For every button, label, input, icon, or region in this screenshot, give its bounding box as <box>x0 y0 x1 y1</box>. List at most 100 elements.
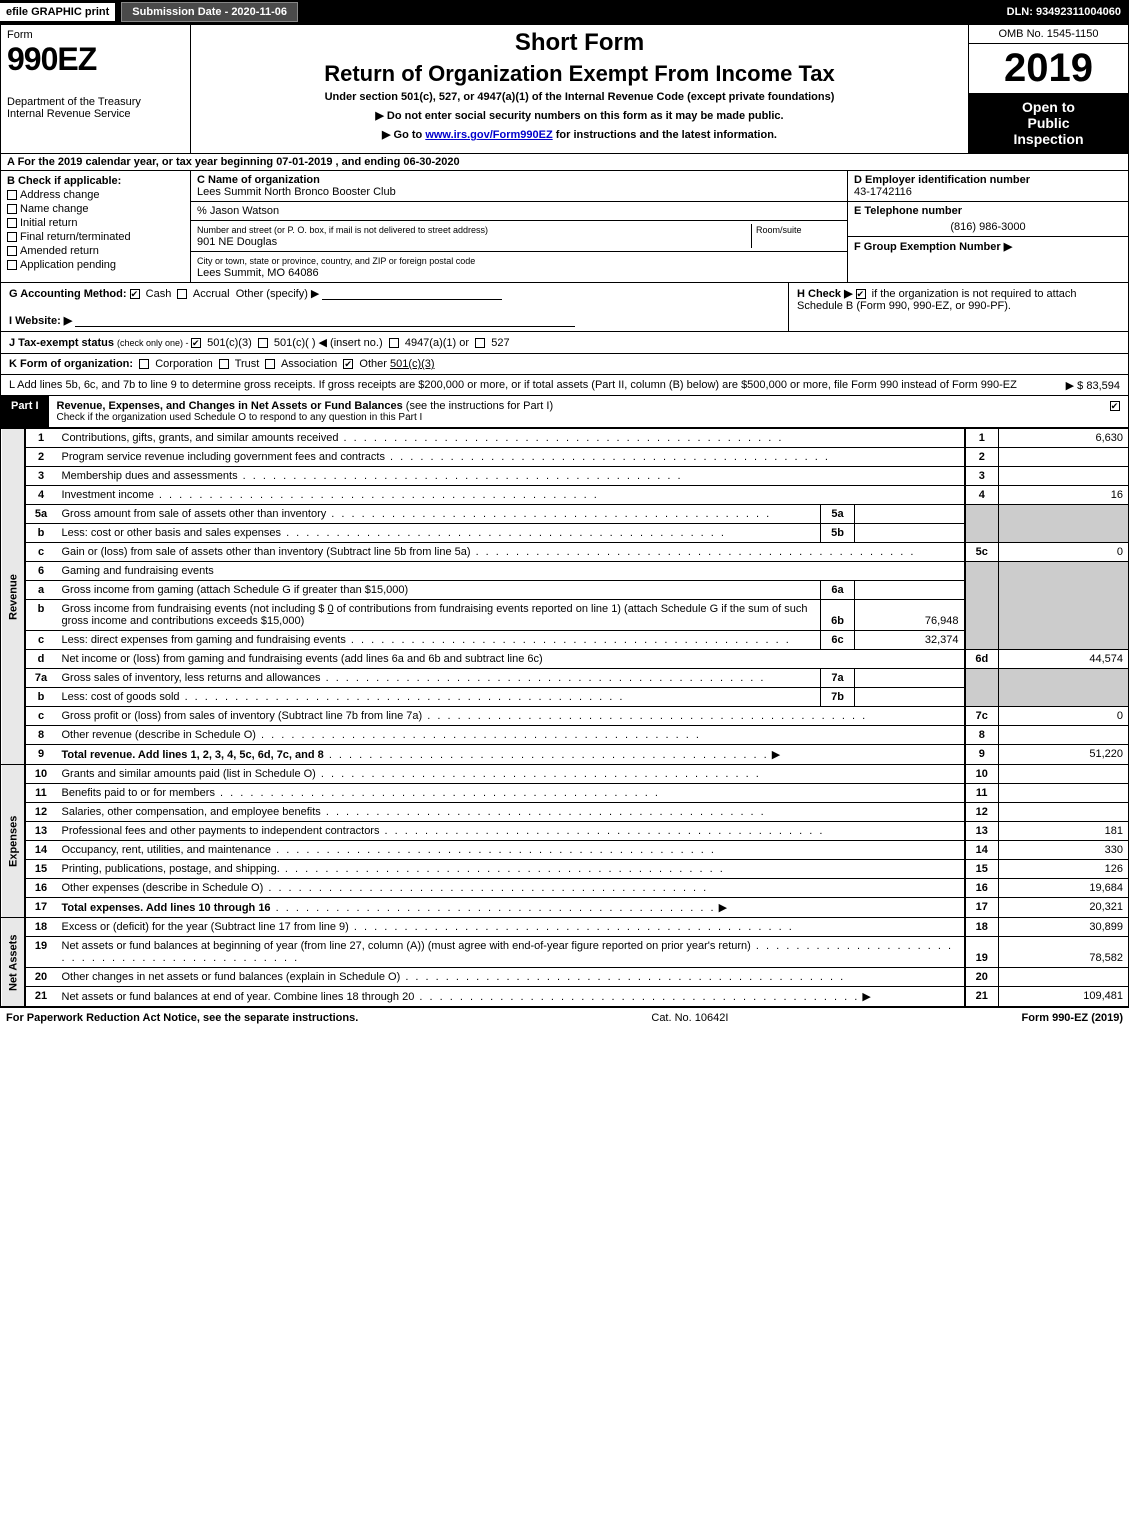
line-6c-value: 32,374 <box>855 631 965 650</box>
label-e-phone: E Telephone number <box>854 205 962 217</box>
tax-year: 2019 <box>969 44 1128 93</box>
label-i-website: I Website: ▶ <box>9 315 72 327</box>
city-value: Lees Summit, MO 64086 <box>197 267 319 279</box>
form-number: 990EZ <box>7 41 184 78</box>
line-20-value <box>999 968 1129 987</box>
omb-number: OMB No. 1545-1150 <box>969 25 1128 44</box>
chk-527[interactable] <box>475 338 485 348</box>
line-8-value <box>999 726 1129 745</box>
street-label: Number and street (or P. O. box, if mail… <box>197 225 488 235</box>
chk-schedule-b[interactable] <box>856 289 866 299</box>
side-label-expenses: Expenses <box>1 765 25 918</box>
chk-accrual[interactable] <box>177 289 187 299</box>
short-form-title: Short Form <box>199 29 960 57</box>
goto-pre: ▶ Go to <box>382 129 425 141</box>
goto-instruction: ▶ Go to www.irs.gov/Form990EZ for instru… <box>199 128 960 141</box>
dept-treasury: Department of the Treasury <box>7 96 184 108</box>
city-label: City or town, state or province, country… <box>197 256 475 266</box>
label-f-group: F Group Exemption Number ▶ <box>854 241 1012 253</box>
chk-final-return[interactable]: Final return/terminated <box>7 231 184 243</box>
line-13-value: 181 <box>999 822 1129 841</box>
row-k: K Form of organization: Corporation Trus… <box>0 354 1129 375</box>
row-ghi: G Accounting Method: Cash Accrual Other … <box>0 283 1129 332</box>
label-d-ein: D Employer identification number <box>854 174 1030 186</box>
footer-form-ref: Form 990-EZ (2019) <box>1022 1012 1123 1024</box>
line-19-value: 78,582 <box>999 937 1129 968</box>
line-16-value: 19,684 <box>999 879 1129 898</box>
line-7c-value: 0 <box>999 707 1129 726</box>
chk-cash[interactable] <box>130 289 140 299</box>
line-5a-value <box>855 505 965 524</box>
chk-4947[interactable] <box>389 338 399 348</box>
dept-irs: Internal Revenue Service <box>7 108 184 120</box>
efile-print-label[interactable]: efile GRAPHIC print <box>0 3 115 21</box>
open-line3: Inspection <box>973 131 1124 147</box>
row-g: G Accounting Method: Cash Accrual Other … <box>9 287 780 300</box>
line-11-value <box>999 784 1129 803</box>
form-header: Form 990EZ Department of the Treasury In… <box>0 24 1129 154</box>
chk-name-change[interactable]: Name change <box>7 203 184 215</box>
irs-link[interactable]: www.irs.gov/Form990EZ <box>425 129 552 141</box>
row-a-tax-year: A For the 2019 calendar year, or tax yea… <box>0 154 1129 171</box>
row-l: L Add lines 5b, 6c, and 7b to line 9 to … <box>0 375 1129 396</box>
dln-label: DLN: 93492311004060 <box>1007 6 1129 18</box>
label-c-name: C Name of organization <box>197 174 320 186</box>
part-1-checkbox[interactable] <box>1104 396 1128 427</box>
open-line2: Public <box>973 115 1124 131</box>
line-6d-value: 44,574 <box>999 650 1129 669</box>
street-value: 901 NE Douglas <box>197 236 277 248</box>
part-1-table: Revenue 1 Contributions, gifts, grants, … <box>0 428 1129 1007</box>
line-5c-value: 0 <box>999 543 1129 562</box>
form-word: Form <box>7 29 184 41</box>
line-1-value: 6,630 <box>999 429 1129 448</box>
line-6a-value <box>855 581 965 600</box>
header-center: Short Form Return of Organization Exempt… <box>191 25 968 153</box>
chk-application-pending[interactable]: Application pending <box>7 259 184 271</box>
line-9-value: 51,220 <box>999 745 1129 765</box>
chk-trust[interactable] <box>219 359 229 369</box>
line-7a-value <box>855 669 965 688</box>
line-7b-value <box>855 688 965 707</box>
other-specify-field[interactable] <box>322 288 502 300</box>
label-k: K Form of organization: <box>9 358 133 370</box>
ein-value: 43-1742116 <box>854 186 912 198</box>
org-name: Lees Summit North Bronco Booster Club <box>197 186 396 198</box>
line-5b-value <box>855 524 965 543</box>
chk-501c3[interactable] <box>191 338 201 348</box>
line-17-value: 20,321 <box>999 898 1129 918</box>
footer-left: For Paperwork Reduction Act Notice, see … <box>6 1012 358 1024</box>
info-grid: B Check if applicable: Address change Na… <box>0 171 1129 283</box>
under-section: Under section 501(c), 527, or 4947(a)(1)… <box>199 91 960 103</box>
part-1-title: Revenue, Expenses, and Changes in Net As… <box>49 396 1104 427</box>
section-c: C Name of organization Lees Summit North… <box>191 171 848 282</box>
return-title: Return of Organization Exempt From Incom… <box>199 61 960 87</box>
website-field[interactable] <box>75 315 575 327</box>
chk-501c[interactable] <box>258 338 268 348</box>
chk-amended-return[interactable]: Amended return <box>7 245 184 257</box>
footer-cat-no: Cat. No. 10642I <box>358 1012 1021 1024</box>
top-bar: efile GRAPHIC print Submission Date - 20… <box>0 0 1129 24</box>
chk-initial-return[interactable]: Initial return <box>7 217 184 229</box>
line-3-value <box>999 467 1129 486</box>
line-15-value: 126 <box>999 860 1129 879</box>
chk-address-change[interactable]: Address change <box>7 189 184 201</box>
other-org-value: 501(c)(3) <box>390 358 435 370</box>
goto-post: for instructions and the latest informat… <box>553 129 777 141</box>
chk-corp[interactable] <box>139 359 149 369</box>
line-12-value <box>999 803 1129 822</box>
label-h: H Check ▶ <box>797 288 853 300</box>
page-footer: For Paperwork Reduction Act Notice, see … <box>0 1007 1129 1028</box>
section-def: D Employer identification number 43-1742… <box>848 171 1128 282</box>
side-label-revenue: Revenue <box>1 429 25 765</box>
j-note: (check only one) - <box>117 338 191 348</box>
part-1-header: Part I Revenue, Expenses, and Changes in… <box>0 396 1129 428</box>
label-j: J Tax-exempt status <box>9 337 114 349</box>
chk-assoc[interactable] <box>265 359 275 369</box>
no-ssn-note: ▶ Do not enter social security numbers o… <box>199 109 960 122</box>
line-4-value: 16 <box>999 486 1129 505</box>
row-j: J Tax-exempt status (check only one) - 5… <box>0 332 1129 354</box>
chk-other-org[interactable] <box>343 359 353 369</box>
header-left: Form 990EZ Department of the Treasury In… <box>1 25 191 153</box>
row-h: H Check ▶ if the organization is not req… <box>788 283 1128 331</box>
line-2-value <box>999 448 1129 467</box>
